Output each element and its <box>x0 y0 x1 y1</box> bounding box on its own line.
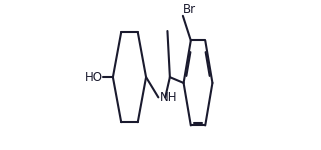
Text: HO: HO <box>85 71 103 84</box>
Text: Br: Br <box>183 3 196 16</box>
Text: NH: NH <box>160 91 177 104</box>
